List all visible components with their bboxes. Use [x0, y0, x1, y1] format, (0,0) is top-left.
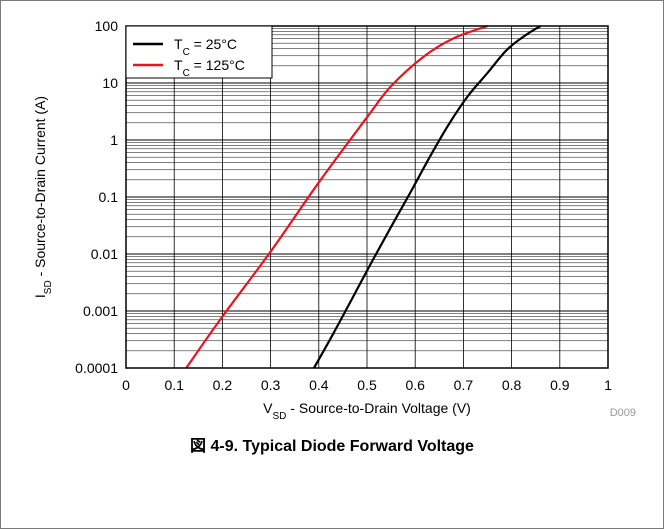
y-tick-label: 1: [110, 132, 118, 148]
figure-code: D009: [610, 407, 636, 419]
legend-label-25c: TC = 25°C: [174, 36, 237, 58]
y-tick-labels: 0.0001 0.001 0.01 0.1 1 10 100: [75, 18, 118, 376]
legend-box: [125, 25, 273, 79]
x-tick-label: 0.4: [309, 377, 329, 393]
y-tick-label: 10: [102, 75, 118, 91]
y-tick-label: 0.0001: [75, 360, 118, 376]
y-tick-label: 0.001: [83, 303, 118, 319]
series-layer: [185, 24, 542, 369]
x-axis-label: VSD - Source-to-Drain Voltage (V): [263, 400, 471, 422]
x-tick-label: 1: [604, 377, 612, 393]
x-tick-label: 0.2: [213, 377, 233, 393]
x-tick-label: 0.5: [357, 377, 377, 393]
y-axis-label: ISD - Source-to-Drain Current (A): [32, 96, 54, 298]
y-tick-label: 0.1: [99, 189, 119, 205]
diode-forward-voltage-chart: 0 0.1 0.2 0.3 0.4 0.5 0.6 0.7 0.8 0.9 1 0.00010.00…: [32, 18, 636, 422]
plot-border: [125, 25, 609, 369]
figure-caption: 図 4-9. Typical Diode Forward Voltage: [190, 438, 474, 455]
series-line-125c: [185, 24, 488, 369]
series-line-25c: [313, 25, 542, 369]
y-tick-label: 100: [95, 18, 119, 34]
x-tick-label: 0.3: [261, 377, 281, 393]
legend: TC = 25°C TC = 125°C: [125, 25, 273, 79]
x-tick-label: 0: [122, 377, 130, 393]
y-tick-label: 0.01: [91, 246, 118, 262]
x-tick-label: 0.7: [454, 377, 474, 393]
x-tick-label: 0.9: [550, 377, 570, 393]
x-tick-label: 0.1: [164, 377, 184, 393]
x-tick-label: 0.6: [405, 377, 425, 393]
x-tick-labels: 0 0.1 0.2 0.3 0.4 0.5 0.6 0.7 0.8 0.9 1: [122, 377, 612, 393]
legend-label-125c: TC = 125°C: [174, 57, 245, 79]
x-tick-label: 0.8: [502, 377, 522, 393]
